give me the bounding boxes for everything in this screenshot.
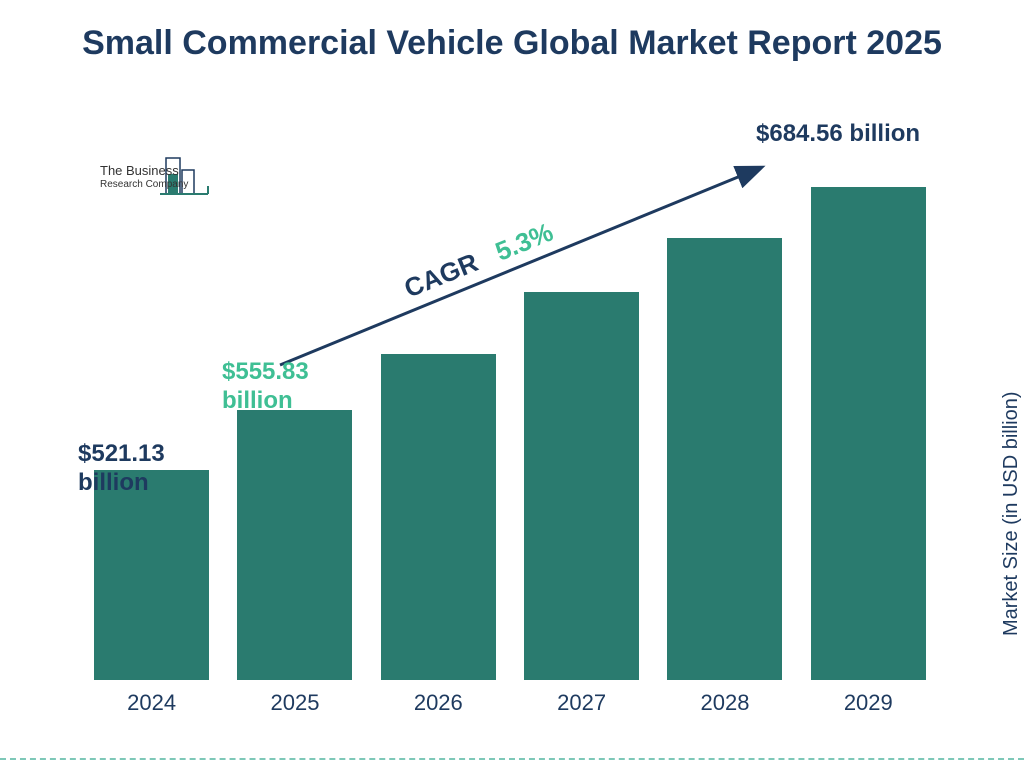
bar: [94, 470, 209, 680]
bar: [237, 410, 352, 680]
bar: [667, 238, 782, 680]
x-axis-label: 2025: [237, 690, 352, 716]
bar: [381, 354, 496, 680]
x-axis-label: 2028: [667, 690, 782, 716]
y-axis-title: Market Size (in USD billion): [1001, 392, 1024, 637]
value-label: $555.83billion: [222, 358, 309, 416]
bar: [524, 292, 639, 680]
x-axis-label: 2024: [94, 690, 209, 716]
x-axis-label: 2027: [524, 690, 639, 716]
chart-container: Small Commercial Vehicle Global Market R…: [0, 0, 1024, 768]
chart-title: Small Commercial Vehicle Global Market R…: [0, 22, 1024, 65]
bar: [811, 187, 926, 680]
x-axis-label: 2029: [811, 690, 926, 716]
x-axis-label: 2026: [381, 690, 496, 716]
bottom-divider: [0, 758, 1024, 760]
value-label: $684.56 billion: [756, 120, 920, 149]
x-axis-labels: 2024 2025 2026 2027 2028 2029: [80, 690, 940, 716]
value-label: $521.13billion: [78, 440, 165, 498]
chart-title-text: Small Commercial Vehicle Global Market R…: [82, 24, 942, 62]
